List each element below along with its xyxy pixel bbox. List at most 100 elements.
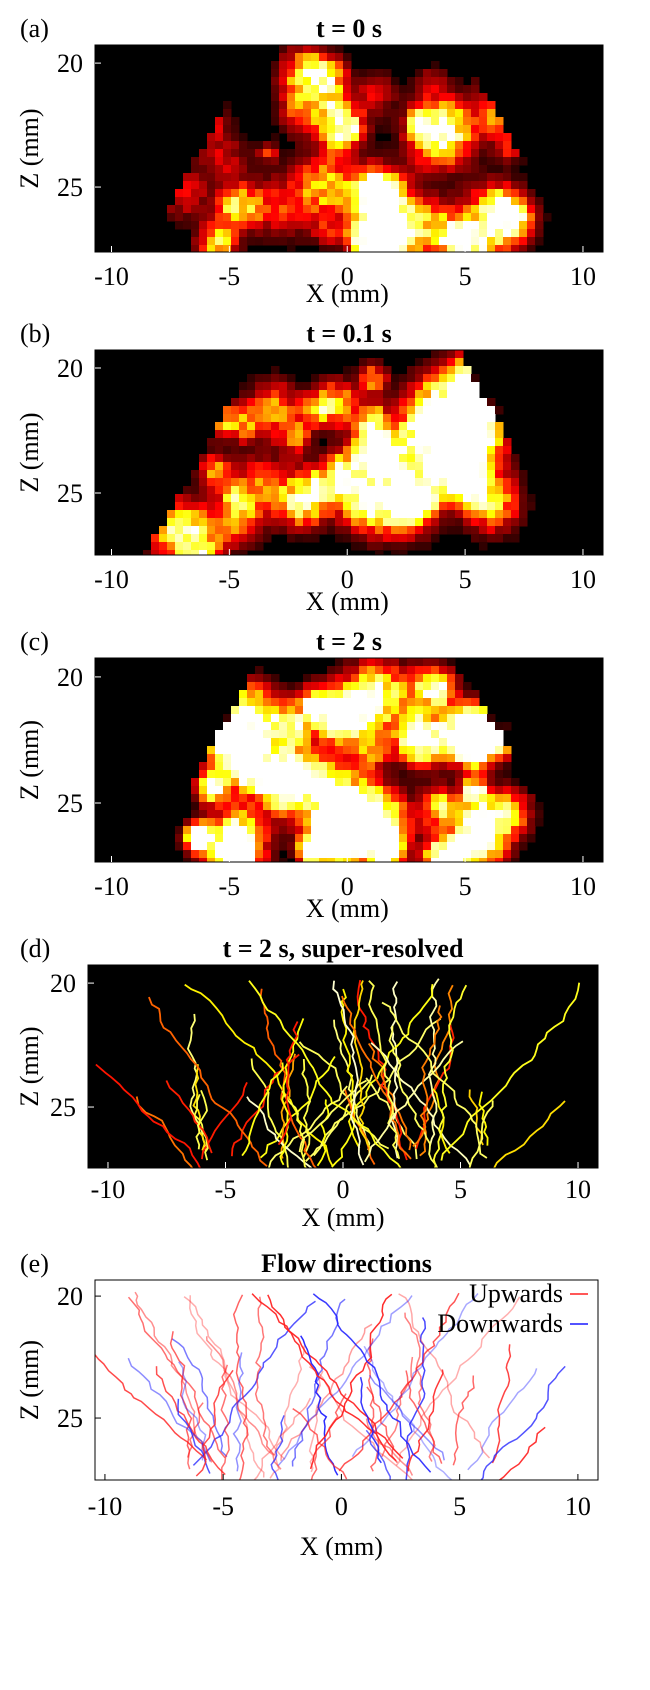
pixel	[183, 494, 192, 503]
pixel	[367, 478, 376, 487]
pixel	[487, 149, 496, 158]
pixel	[439, 486, 448, 495]
pixel	[295, 77, 304, 86]
pixel	[231, 706, 240, 715]
pixel	[167, 534, 176, 543]
pixel	[407, 794, 416, 803]
pixel	[359, 542, 368, 551]
pixel	[303, 682, 312, 691]
pixel	[191, 826, 200, 835]
pixel	[391, 682, 400, 691]
pixel	[215, 245, 224, 252]
pixel	[279, 834, 288, 843]
pixel	[335, 181, 344, 190]
pixel	[343, 762, 352, 771]
pixel	[447, 858, 456, 862]
pixel	[231, 430, 240, 439]
pixel	[335, 197, 344, 206]
pixel	[479, 778, 488, 787]
pixel	[247, 205, 256, 214]
pixel	[327, 85, 336, 94]
pixel	[463, 382, 472, 391]
pixel	[263, 141, 272, 150]
pixel	[271, 221, 280, 230]
pixel	[247, 714, 256, 723]
pixel	[367, 358, 376, 367]
pixel	[463, 157, 472, 166]
pixel	[391, 406, 400, 415]
pixel	[263, 858, 272, 862]
pixel	[383, 518, 392, 527]
pixel	[359, 414, 368, 423]
pixel	[255, 786, 264, 795]
pixel	[399, 245, 408, 252]
pixel	[399, 542, 408, 551]
pixel	[391, 842, 400, 851]
pixel	[455, 682, 464, 691]
pixel	[335, 189, 344, 198]
pixel	[471, 834, 480, 843]
pixel	[375, 502, 384, 511]
pixel	[391, 245, 400, 252]
pixel	[423, 173, 432, 182]
pixel	[239, 518, 248, 527]
pixel	[439, 85, 448, 94]
pixel	[479, 454, 488, 463]
pixel	[295, 406, 304, 415]
pixel	[247, 722, 256, 731]
pixel	[399, 221, 408, 230]
pixel	[495, 213, 504, 222]
pixel	[479, 754, 488, 763]
pixel	[431, 810, 440, 819]
pixel	[223, 478, 232, 487]
pixel	[367, 794, 376, 803]
pixel	[295, 454, 304, 463]
pixel	[303, 221, 312, 230]
pixel	[511, 786, 520, 795]
pixel	[311, 834, 320, 843]
pixel	[215, 494, 224, 503]
pixel	[439, 706, 448, 715]
pixel	[183, 221, 192, 230]
pixel	[431, 486, 440, 495]
pixel	[199, 542, 208, 551]
vessel	[259, 1056, 336, 1159]
pixel	[487, 794, 496, 803]
pixel	[335, 165, 344, 174]
pixel	[287, 714, 296, 723]
pixel	[223, 213, 232, 222]
pixel	[231, 810, 240, 819]
pixel	[375, 197, 384, 206]
pixel	[391, 486, 400, 495]
pixel	[287, 510, 296, 519]
vessel	[366, 1386, 398, 1464]
pixel	[231, 746, 240, 755]
pixel	[423, 818, 432, 827]
pixel	[279, 422, 288, 431]
pixel	[415, 818, 424, 827]
pixel	[447, 486, 456, 495]
pixel	[439, 850, 448, 859]
pixel	[359, 786, 368, 795]
pixel	[303, 406, 312, 415]
pixel	[527, 826, 536, 835]
pixel	[367, 133, 376, 142]
pixel	[487, 810, 496, 819]
pixel	[199, 221, 208, 230]
legend-label: Downwards	[437, 1309, 563, 1338]
pixel	[271, 698, 280, 707]
pixel	[399, 666, 408, 675]
pixel	[319, 125, 328, 134]
pixel	[207, 462, 216, 471]
vessel	[352, 980, 371, 1156]
pixel	[431, 738, 440, 747]
pixel	[367, 462, 376, 471]
pixel	[327, 746, 336, 755]
pixel	[263, 526, 272, 535]
pixel	[511, 778, 520, 787]
pixel	[319, 786, 328, 795]
pixel	[367, 842, 376, 851]
pixel	[479, 826, 488, 835]
pixel	[183, 526, 192, 535]
pixel	[439, 133, 448, 142]
